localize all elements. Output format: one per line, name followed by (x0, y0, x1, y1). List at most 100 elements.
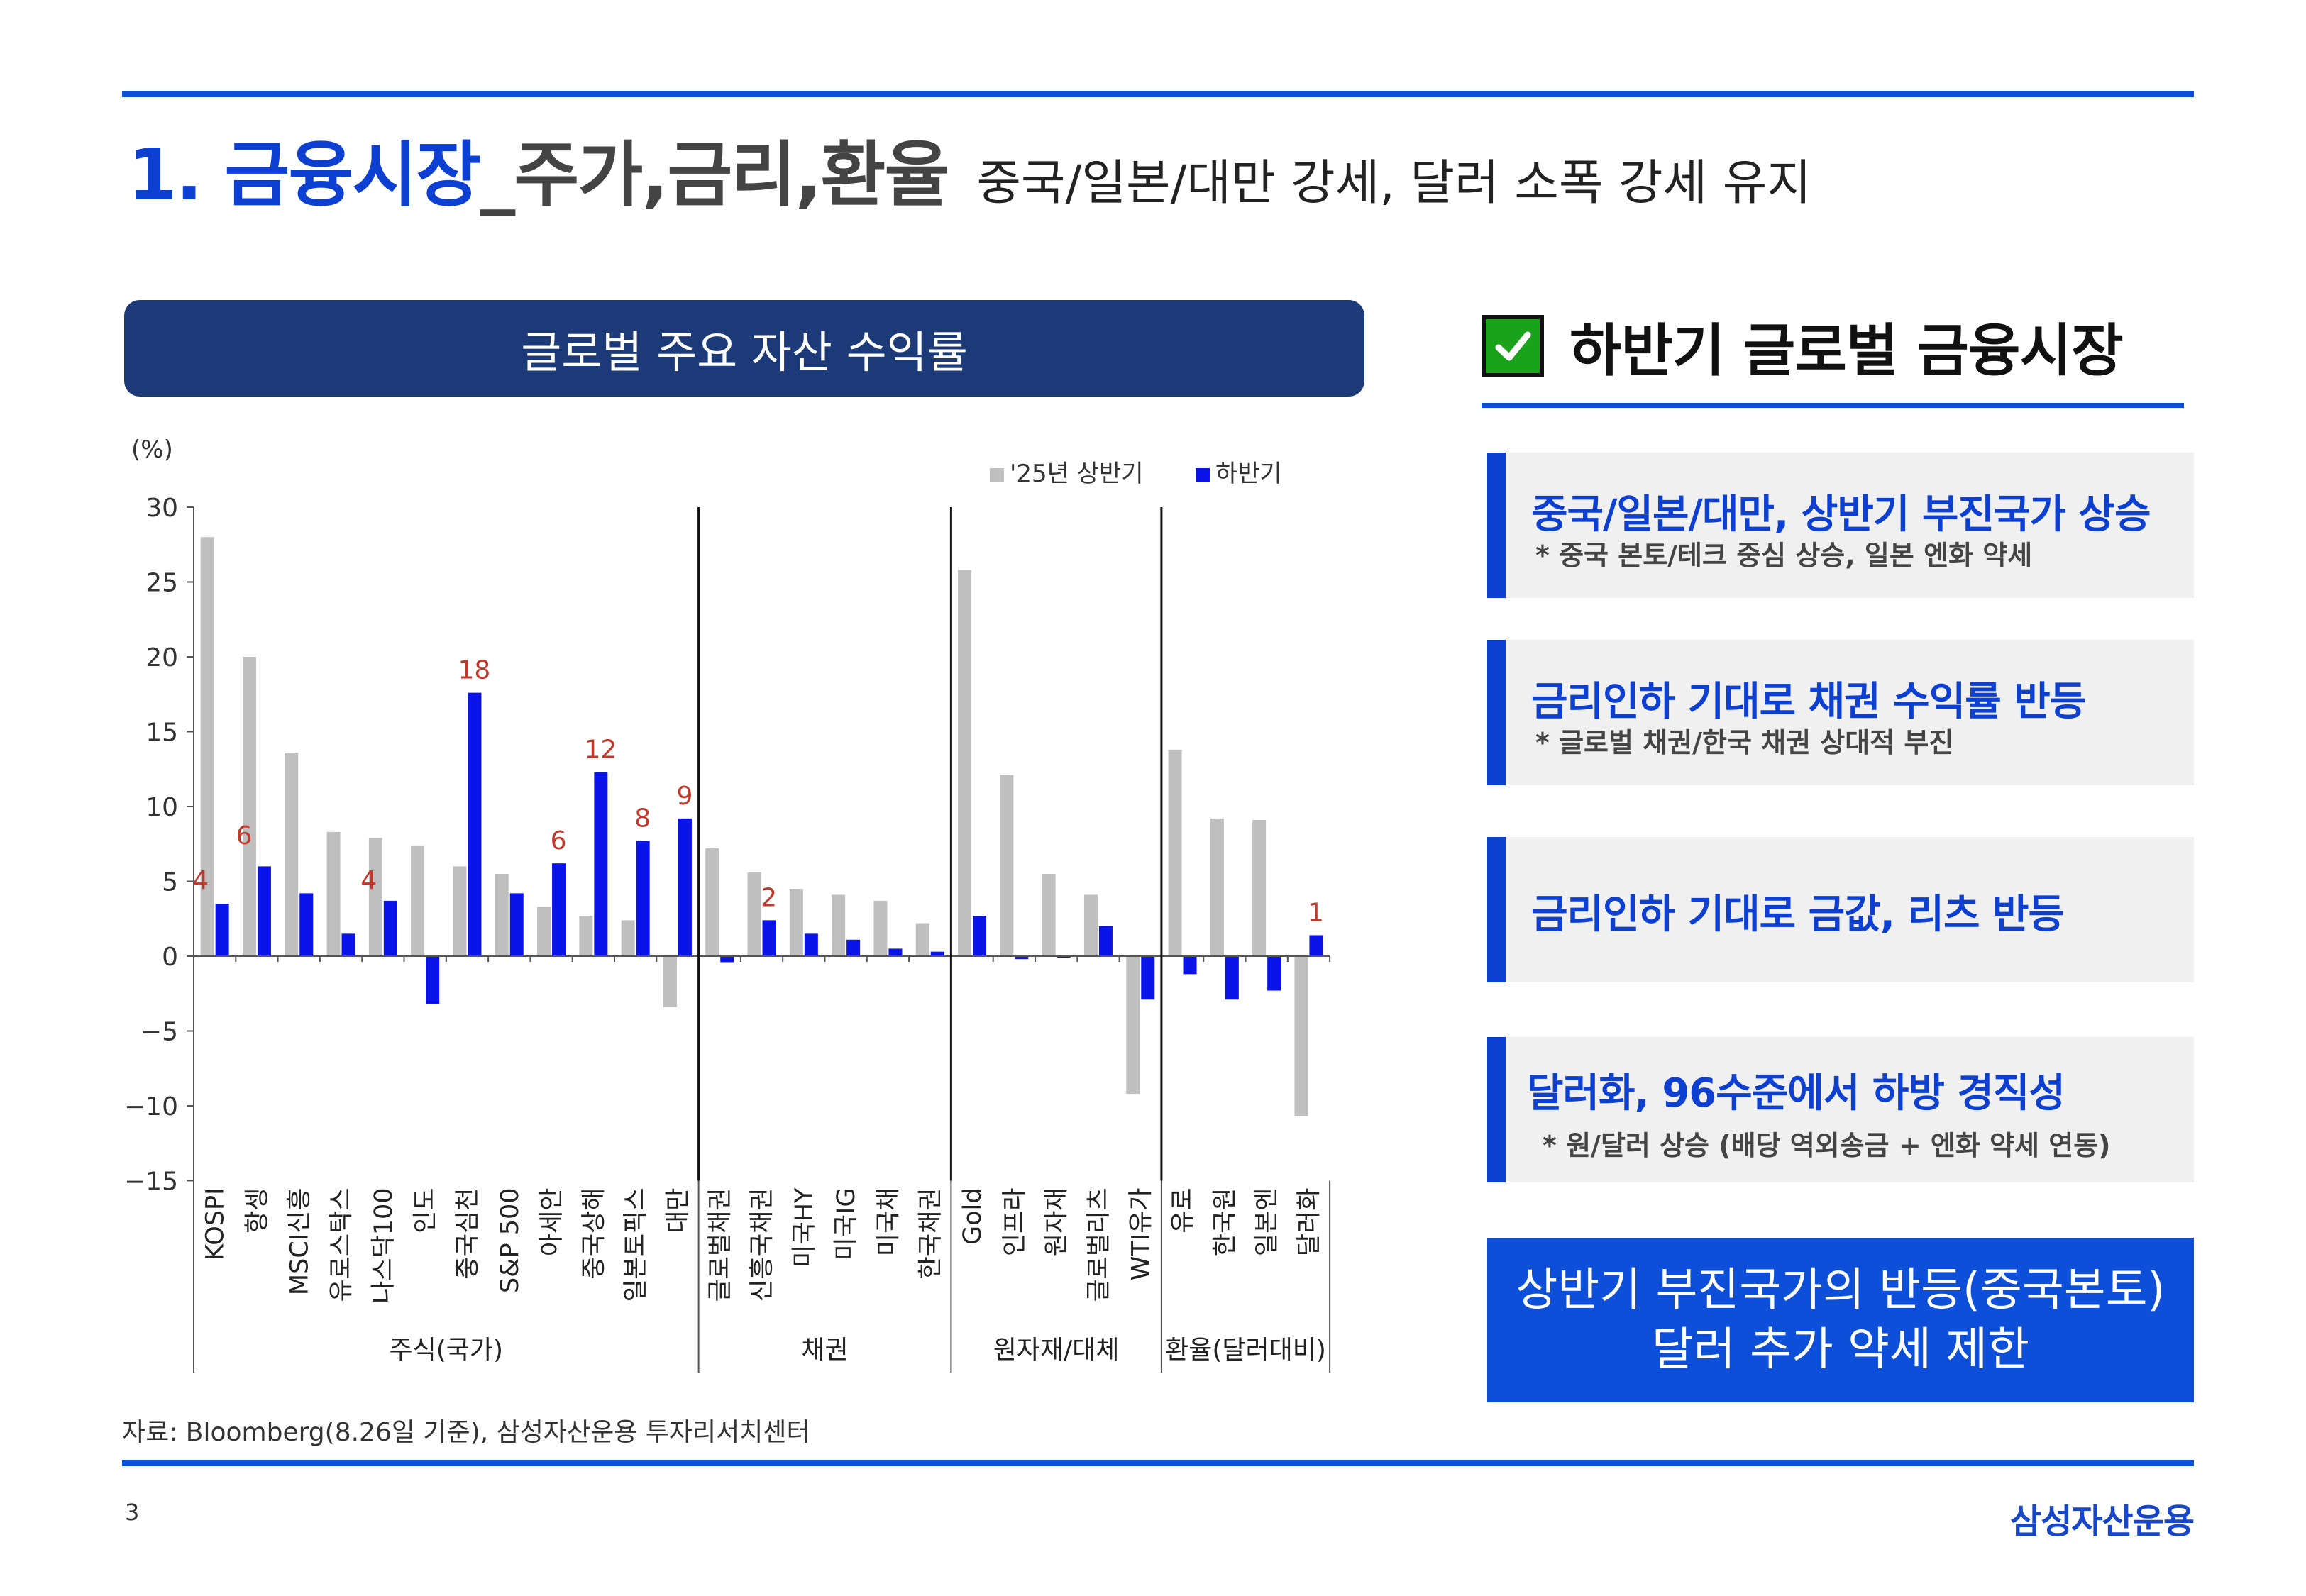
bar-first-half (747, 872, 761, 956)
y-tick-label: 25 (145, 569, 178, 598)
card-note: * 글로벌 채권/한국 채권 상대적 부진 (1535, 727, 1954, 758)
bar-second-half (804, 933, 818, 956)
insight-card-1: 중국/일본/대만, 상반기 부진국가 상승 * 중국 본토/테크 중심 상승, … (1487, 453, 2194, 598)
bar-second-half (1098, 926, 1113, 956)
bottom-rule (122, 1460, 2194, 1466)
bar-second-half (888, 948, 903, 956)
card-heading: 금리인하 기대로 금값, 리츠 반등 (1531, 892, 2065, 938)
group-label: 주식(국가) (390, 1336, 504, 1365)
insight-card-4: 달러화, 96수준에서 하방 경직성 * 원/달러 상승 (배당 역외송금 + … (1487, 1037, 2194, 1182)
category-label: 인도 (412, 1188, 440, 1234)
bar-first-half (1000, 775, 1014, 956)
data-label: 12 (584, 735, 617, 764)
y-tick-label: −10 (124, 1092, 178, 1121)
title-main: 1. 금융시장 (128, 133, 481, 216)
bar-first-half (832, 894, 846, 956)
card-accent-bar (1487, 640, 1506, 785)
bar-second-half (215, 904, 229, 956)
data-label: 6 (236, 821, 252, 850)
data-label: 4 (360, 866, 377, 895)
legend-swatch-first-half (990, 468, 1004, 482)
bar-second-half (930, 951, 944, 956)
category-label: 한국채권 (917, 1188, 945, 1280)
data-label: 9 (676, 782, 693, 811)
bar-first-half (1252, 819, 1267, 956)
card-accent-bar (1487, 1037, 1506, 1182)
legend-swatch-second-half (1196, 468, 1210, 482)
category-label: WTI유가 (1127, 1188, 1155, 1281)
data-label: 6 (551, 826, 567, 855)
category-label: 신흥국채권 (749, 1188, 777, 1302)
category-label: KOSPI (202, 1188, 230, 1260)
bar-first-half (621, 920, 635, 956)
bar-first-half (705, 848, 719, 956)
y-tick-label: 0 (162, 943, 178, 972)
bar-second-half (1267, 956, 1281, 991)
category-label: 대만 (664, 1188, 693, 1234)
bar-second-half (341, 933, 355, 956)
y-tick-label: 30 (145, 494, 178, 523)
legend-label-first-half: '25년 상반기 (1010, 460, 1144, 488)
legend-label-second-half: 하반기 (1215, 460, 1282, 488)
group-label: 환율(달러대비) (1165, 1336, 1326, 1365)
category-label: MSCI신흥 (285, 1188, 314, 1296)
bar-first-half (873, 900, 888, 956)
bar-first-half (242, 657, 256, 956)
bar-first-half (579, 916, 593, 956)
bar-second-half (468, 692, 482, 956)
bar-second-half (257, 866, 271, 956)
bar-second-half (1225, 956, 1239, 1000)
category-label: 일본토픽스 (622, 1188, 651, 1302)
bar-first-half (789, 889, 803, 956)
category-label: 나스닥100 (370, 1188, 398, 1304)
group-label: 원자재/대체 (993, 1336, 1120, 1365)
category-label: 항셍 (243, 1188, 272, 1234)
bar-first-half (326, 831, 341, 956)
card-accent-bar (1487, 453, 1506, 598)
data-label: 8 (634, 804, 651, 833)
category-label: 미국IG (832, 1188, 861, 1260)
bar-first-half (411, 845, 425, 956)
category-label: 미국HY (790, 1187, 819, 1268)
bar-second-half (762, 920, 776, 956)
company-logo: 삼성자산운용 (2010, 1502, 2195, 1541)
sidebar-title: 하반기 글로벌 금융시장 (1569, 318, 2124, 384)
bar-second-half (1141, 956, 1155, 1000)
bar-first-half (1168, 749, 1182, 956)
bar-second-half (1183, 956, 1197, 975)
bar-second-half (426, 956, 440, 1004)
category-label: Gold (959, 1188, 987, 1245)
category-label: 유로 (1169, 1188, 1198, 1234)
category-label: 중국상해 (580, 1188, 608, 1280)
category-label: 일본엔 (1253, 1188, 1281, 1257)
category-label: 한국원 (1211, 1188, 1240, 1257)
title-description: 중국/일본/대만 강세, 달러 소폭 강세 유지 (976, 155, 1811, 211)
bar-second-half (383, 900, 397, 956)
page-number: 3 (125, 1499, 140, 1526)
source-note: 자료: Bloomberg(8.26일 기준), 삼성자산운용 투자리서치센터 (122, 1418, 810, 1447)
bar-first-half (495, 873, 509, 956)
category-label: 글로벌리츠 (1085, 1188, 1113, 1302)
bar-first-half (200, 537, 214, 956)
conclusion-line-2: 달러 추가 약세 제한 (1651, 1324, 2030, 1376)
bar-second-half (1015, 956, 1029, 960)
bar-second-half (299, 893, 314, 956)
bar-second-half (636, 841, 650, 956)
card-note: * 중국 본토/테크 중심 상승, 일본 엔화 약세 (1535, 540, 2033, 571)
checkbox-icon (1482, 315, 1544, 377)
sidebar-rule (1482, 403, 2184, 408)
y-tick-label: −5 (140, 1018, 178, 1047)
data-label: 4 (192, 866, 209, 895)
card-accent-bar (1487, 837, 1506, 982)
category-label: S&P 500 (496, 1188, 524, 1294)
y-tick-label: 15 (145, 719, 178, 748)
chart-header: 글로벌 주요 자산 수익률 (124, 300, 1364, 397)
card-heading: 금리인하 기대로 채권 수익률 반등 (1531, 679, 2086, 725)
insight-card-2: 금리인하 기대로 채권 수익률 반등 * 글로벌 채권/한국 채권 상대적 부진 (1487, 640, 2194, 785)
category-label: 미국채 (874, 1188, 903, 1257)
bar-second-half (1309, 935, 1323, 956)
bar-first-half (915, 923, 929, 956)
y-tick-label: 10 (145, 793, 178, 822)
data-label: 1 (1308, 898, 1324, 927)
bar-second-half (973, 916, 987, 956)
